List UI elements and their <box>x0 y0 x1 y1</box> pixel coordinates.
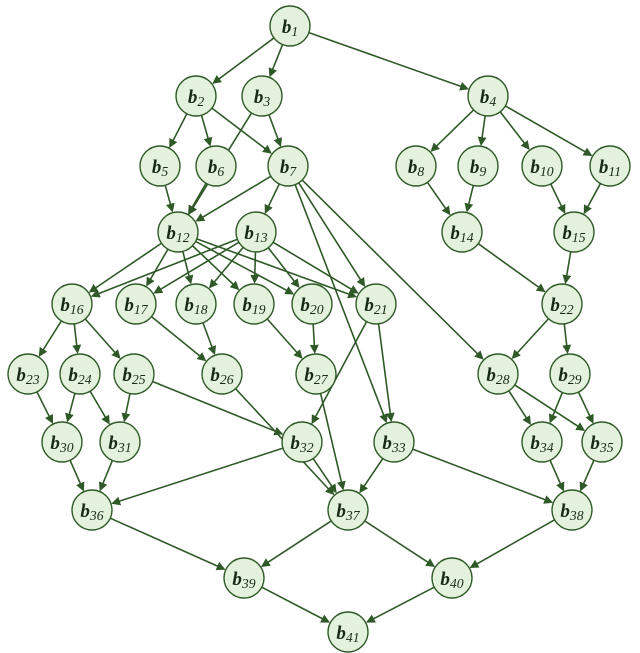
edge-13-19 <box>255 252 256 282</box>
node-b23: b23 <box>8 354 48 394</box>
node-b31: b31 <box>100 422 140 462</box>
edge-18-26 <box>203 323 214 354</box>
edge-1-3 <box>270 45 282 76</box>
edge-33-37 <box>360 459 382 492</box>
edge-39-41 <box>262 587 329 622</box>
node-b18: b18 <box>176 284 216 324</box>
edge-3-7 <box>269 115 280 146</box>
node-b16: b16 <box>52 284 92 324</box>
edge-10-15 <box>551 184 565 212</box>
directed-graph: b1b2b3b4b5b6b7b8b9b10b11b12b13b14b15b16b… <box>0 0 640 653</box>
edge-7-21 <box>299 183 364 286</box>
edge-19-27 <box>267 319 301 358</box>
edge-2-5 <box>170 114 187 147</box>
edge-34-38 <box>550 460 563 490</box>
edge-5-12 <box>165 185 172 210</box>
edge-28-34 <box>509 391 530 424</box>
node-b36: b36 <box>72 490 112 530</box>
node-b41: b41 <box>328 612 368 652</box>
node-b3: b3 <box>242 76 282 116</box>
node-b14: b14 <box>442 212 482 252</box>
node-b24: b24 <box>60 354 100 394</box>
edge-24-31 <box>90 391 109 423</box>
edge-31-36 <box>100 460 112 489</box>
edge-37-40 <box>365 521 434 566</box>
edge-16-24 <box>74 324 77 352</box>
node-b33: b33 <box>374 422 414 462</box>
node-b17: b17 <box>116 284 156 324</box>
node-b21: b21 <box>356 284 396 324</box>
edge-22-29 <box>564 324 567 352</box>
node-b19: b19 <box>234 284 274 324</box>
node-b37: b37 <box>328 490 368 530</box>
node-b32: b32 <box>282 422 322 462</box>
node-b39: b39 <box>224 558 264 598</box>
node-b22: b22 <box>542 284 582 324</box>
edge-29-35 <box>579 392 593 422</box>
node-b30: b30 <box>42 422 82 462</box>
node-b20: b20 <box>292 284 332 324</box>
edge-14-22 <box>478 244 544 291</box>
edge-16-25 <box>85 319 119 358</box>
node-b27: b27 <box>296 354 336 394</box>
node-b8: b8 <box>396 146 436 186</box>
edge-30-36 <box>70 460 83 490</box>
edge-7-28 <box>302 180 482 358</box>
edge-6-12 <box>189 183 206 213</box>
edge-40-41 <box>368 587 435 622</box>
edge-1-4 <box>309 33 467 89</box>
edge-25-31 <box>124 394 130 421</box>
edge-12-18 <box>183 251 191 282</box>
edge-11-15 <box>585 184 601 213</box>
node-b2: b2 <box>176 76 216 116</box>
edge-20-27 <box>313 324 315 352</box>
node-b7: b7 <box>268 146 308 186</box>
node-b34: b34 <box>522 422 562 462</box>
edge-15-22 <box>566 252 571 283</box>
edge-38-40 <box>471 520 554 567</box>
node-b40: b40 <box>432 558 472 598</box>
edge-35-38 <box>581 460 594 490</box>
node-b29: b29 <box>550 354 590 394</box>
edge-29-34 <box>550 392 562 421</box>
edge-24-30 <box>68 393 75 420</box>
nodes-layer: b1b2b3b4b5b6b7b8b9b10b11b12b13b14b15b16b… <box>8 6 630 652</box>
node-b10: b10 <box>522 146 562 186</box>
edge-9-14 <box>467 185 473 210</box>
node-b13: b13 <box>236 212 276 252</box>
edge-22-28 <box>513 319 549 358</box>
node-b35: b35 <box>582 422 622 462</box>
edge-7-13 <box>266 184 280 212</box>
node-b38: b38 <box>552 490 592 530</box>
node-b28: b28 <box>478 354 518 394</box>
node-b11: b11 <box>590 146 630 186</box>
node-b5: b5 <box>140 146 180 186</box>
edge-12-16 <box>90 243 161 291</box>
edge-36-39 <box>110 518 224 569</box>
node-b9: b9 <box>458 146 498 186</box>
edge-4-9 <box>481 116 485 144</box>
edge-32-36 <box>113 448 283 503</box>
edge-2-6 <box>201 115 209 145</box>
edge-23-30 <box>37 392 52 422</box>
node-b15: b15 <box>554 212 594 252</box>
node-b26: b26 <box>202 354 242 394</box>
edge-8-14 <box>427 182 449 214</box>
node-b4: b4 <box>468 76 508 116</box>
node-b25: b25 <box>114 354 154 394</box>
edge-4-8 <box>432 110 474 151</box>
edge-12-21 <box>197 239 356 297</box>
edges-layer <box>37 33 600 622</box>
node-b6: b6 <box>196 146 236 186</box>
node-b1: b1 <box>270 6 310 46</box>
node-b12: b12 <box>158 212 198 252</box>
edge-37-39 <box>262 521 331 566</box>
edge-16-23 <box>40 321 62 355</box>
